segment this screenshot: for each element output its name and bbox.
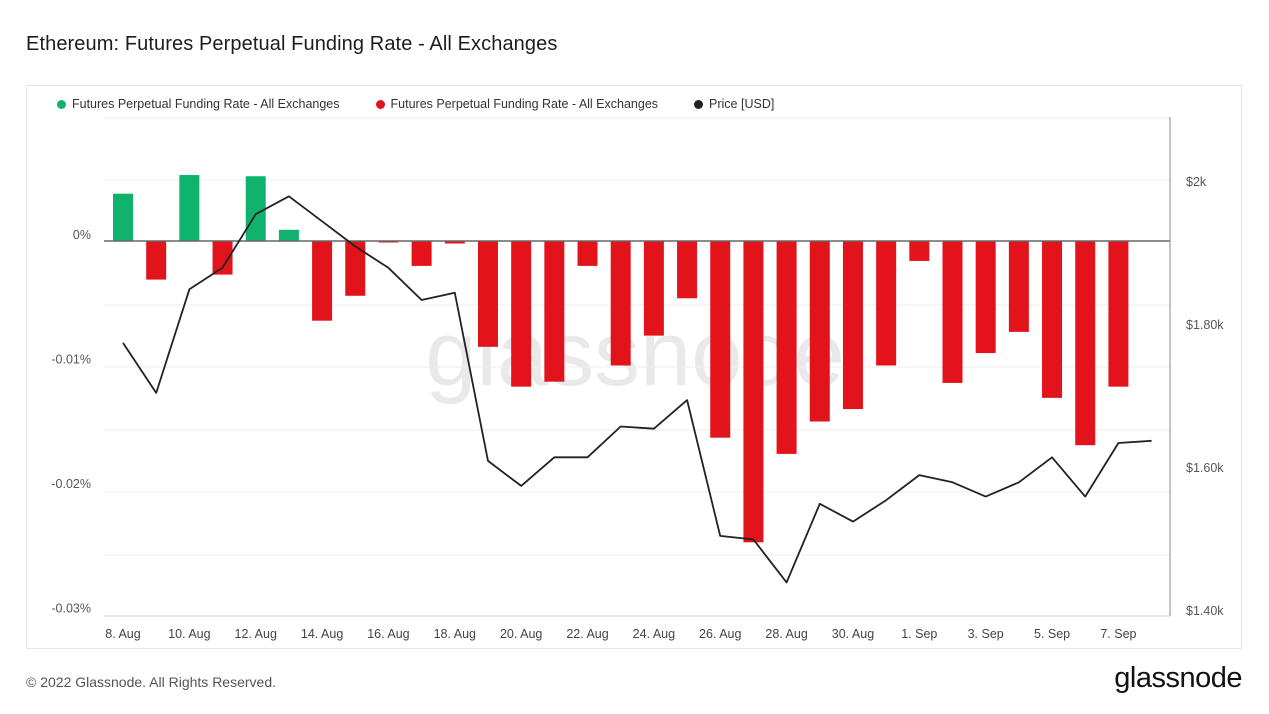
legend-item-negative-funding[interactable]: Futures Perpetual Funding Rate - All Exc… [375, 97, 659, 111]
bar-negative [710, 241, 731, 438]
bar-negative [577, 241, 598, 266]
x-tick-label: 5. Sep [1034, 627, 1070, 641]
chart-legend: Futures Perpetual Funding Rate - All Exc… [57, 97, 774, 111]
bar-negative [146, 241, 167, 280]
bar-positive [179, 175, 200, 241]
chart-title: Ethereum: Futures Perpetual Funding Rate… [26, 33, 558, 55]
bar-negative [1042, 241, 1063, 398]
x-tick-label: 26. Aug [699, 627, 741, 641]
x-tick-label: 1. Sep [901, 627, 937, 641]
legend-dot-green [57, 99, 66, 109]
bar-negative [544, 241, 565, 382]
chart-panel [26, 85, 1242, 649]
bar-negative [444, 241, 465, 244]
x-tick-label: 7. Sep [1100, 627, 1136, 641]
y-left-tick-label: -0.03% [51, 602, 91, 616]
legend-dot-black [694, 99, 704, 109]
x-tick-label: 22. Aug [566, 627, 608, 641]
legend-label-price: Price [USD] [709, 97, 775, 111]
bar-negative [345, 241, 366, 296]
bar-positive [113, 193, 133, 241]
glassnode-logo: glassnode [1114, 662, 1242, 694]
bar-negative [842, 241, 863, 410]
y-left-tick-label: -0.01% [51, 353, 91, 367]
x-tick-label: 24. Aug [633, 627, 675, 641]
legend-item-price[interactable]: Price [USD] [694, 97, 774, 111]
bar-negative [1108, 241, 1129, 387]
price-line [122, 195, 1152, 584]
x-tick-label: 14. Aug [301, 627, 343, 641]
x-axis: 8. Aug 10. Aug 12. Aug 14. Aug 16. Aug 18. Au… [105, 627, 1136, 641]
bar-negative [876, 241, 897, 366]
bar-negative [511, 241, 532, 387]
y-right-tick-label: $1.80k [1186, 318, 1224, 332]
x-tick-label: 28. Aug [765, 627, 807, 641]
bar-negative [1075, 241, 1096, 446]
bar-negative [610, 241, 631, 366]
bar-negative [411, 241, 432, 266]
bar-negative [809, 241, 830, 422]
x-tick-label: 16. Aug [367, 627, 409, 641]
bar-negative [975, 241, 996, 354]
legend-label-positive: Futures Perpetual Funding Rate - All Exc… [72, 97, 340, 111]
x-tick-label: 8. Aug [105, 627, 140, 641]
x-tick-label: 18. Aug [434, 627, 476, 641]
bar-negative [776, 241, 797, 454]
y-axis-right: $2k $1.80k $1.60k $1.40k [1186, 175, 1224, 618]
y-left-tick-label: -0.02% [51, 477, 91, 491]
axes [104, 117, 1171, 617]
bar-negative [312, 241, 333, 321]
copyright-footer: © 2022 Glassnode. All Rights Reserved. [26, 674, 277, 690]
x-tick-label: 3. Sep [968, 627, 1004, 641]
bar-negative [477, 241, 498, 347]
x-tick-label: 30. Aug [832, 627, 874, 641]
legend-item-positive-funding[interactable]: Futures Perpetual Funding Rate - All Exc… [57, 97, 340, 111]
y-right-tick-label: $1.40k [1186, 604, 1224, 618]
bar-positive [245, 176, 266, 241]
bar-negative [1008, 241, 1029, 332]
bar-negative [643, 241, 664, 336]
bar-positive [278, 229, 299, 241]
x-tick-label: 20. Aug [500, 627, 542, 641]
funding-bars [113, 175, 1129, 543]
y-right-tick-label: $1.60k [1186, 461, 1224, 475]
bar-negative [942, 241, 963, 383]
bar-negative [677, 241, 698, 299]
x-tick-label: 10. Aug [168, 627, 210, 641]
bar-negative [212, 241, 233, 275]
y-right-tick-label: $2k [1186, 175, 1207, 189]
legend-dot-red [375, 99, 385, 109]
x-tick-label: 12. Aug [235, 627, 277, 641]
bar-negative [743, 241, 764, 543]
legend-label-negative: Futures Perpetual Funding Rate - All Exc… [390, 97, 659, 111]
price-series [122, 195, 1152, 584]
y-left-tick-label: 0% [73, 228, 91, 242]
y-axis-left: 0% -0.01% -0.02% -0.03% [51, 228, 91, 616]
bar-negative [909, 241, 930, 261]
